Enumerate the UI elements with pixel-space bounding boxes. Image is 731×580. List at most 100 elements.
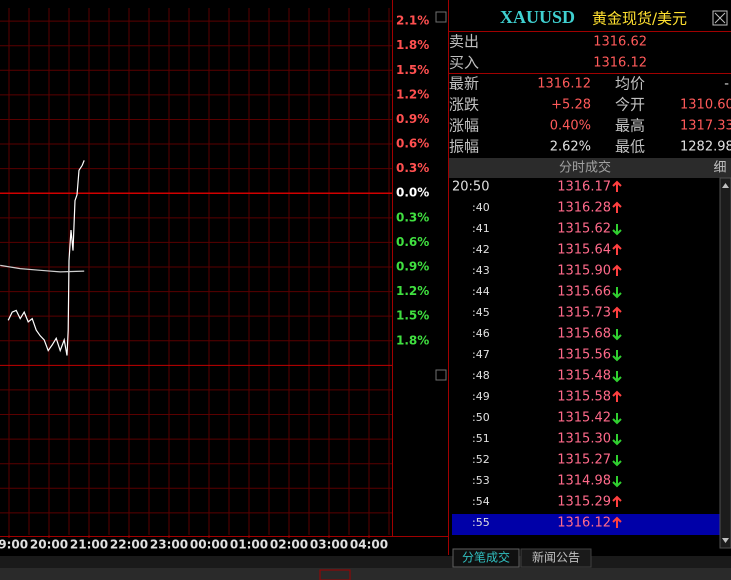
stat-label: 振幅 bbox=[449, 138, 479, 156]
trades-header bbox=[449, 158, 731, 178]
trade-time: :55 bbox=[472, 516, 490, 529]
arrow-up bbox=[612, 516, 622, 528]
stat-label: 今开 bbox=[615, 96, 645, 114]
trade-price: 1315.73 bbox=[557, 306, 611, 321]
scale-button[interactable] bbox=[435, 369, 447, 381]
tab[interactable] bbox=[520, 548, 592, 568]
tab-label: 分笔成交 bbox=[462, 550, 510, 565]
stat-value: - bbox=[724, 77, 729, 92]
scroll-marker bbox=[319, 569, 351, 580]
y-tick-label: 0.0% bbox=[396, 186, 429, 200]
ask-label: 卖出 bbox=[449, 33, 479, 51]
x-tick-label: 19:00 bbox=[0, 538, 28, 552]
trade-price: 1316.28 bbox=[557, 201, 611, 216]
trade-price: 1315.27 bbox=[557, 453, 611, 468]
y-tick-label: 0.9% bbox=[396, 259, 429, 273]
stat-value: 1282.98 bbox=[680, 140, 731, 155]
selected-row[interactable] bbox=[452, 514, 720, 535]
trade-price: 1316.17 bbox=[557, 180, 611, 195]
arrow-down bbox=[612, 413, 622, 425]
trade-time: 20:50 bbox=[452, 180, 489, 195]
trade-price: 1315.58 bbox=[557, 390, 611, 405]
y-tick-label: 0.3% bbox=[396, 161, 429, 175]
y-tick-label: 0.9% bbox=[396, 112, 429, 126]
stat-label: 最高 bbox=[615, 117, 645, 135]
trade-price: 1315.48 bbox=[557, 369, 611, 384]
x-tick-label: 20:00 bbox=[30, 538, 68, 552]
trade-price: 1315.62 bbox=[557, 222, 611, 237]
trade-time: :53 bbox=[472, 474, 490, 487]
trade-price: 1315.90 bbox=[557, 264, 611, 279]
y-tick-label: 1.5% bbox=[396, 309, 429, 323]
trade-time: :50 bbox=[472, 411, 490, 424]
stat-label: 均价 bbox=[615, 75, 645, 93]
stat-value: +5.28 bbox=[551, 98, 591, 113]
arrow-down bbox=[612, 371, 622, 383]
trade-price: 1315.56 bbox=[557, 348, 611, 363]
arrow-down bbox=[612, 434, 622, 446]
arrow-up bbox=[612, 180, 622, 192]
arrow-up bbox=[612, 390, 622, 402]
trade-price: 1315.29 bbox=[557, 495, 611, 510]
close-button[interactable] bbox=[712, 10, 728, 26]
trade-time: :54 bbox=[472, 495, 490, 508]
stat-label: 涨幅 bbox=[449, 117, 479, 135]
arrow-up bbox=[612, 306, 622, 318]
y-tick-label: 1.8% bbox=[396, 333, 429, 347]
arrow-down bbox=[612, 350, 622, 362]
scrollbar[interactable] bbox=[719, 177, 731, 549]
arrow-up bbox=[612, 495, 622, 507]
stat-value: 1317.33 bbox=[680, 119, 731, 134]
y-tick-label: 0.6% bbox=[396, 235, 429, 249]
stat-value: 1310.60 bbox=[680, 98, 731, 113]
trade-time: :52 bbox=[472, 453, 490, 466]
y-tick-label: 1.2% bbox=[396, 87, 429, 101]
trade-time: :41 bbox=[472, 222, 490, 235]
trade-price: 1316.12 bbox=[557, 516, 611, 531]
y-tick-label: 2.1% bbox=[396, 14, 429, 28]
x-tick-label: 00:00 bbox=[190, 538, 228, 552]
x-tick-label: 01:00 bbox=[230, 538, 268, 552]
y-tick-label: 0.6% bbox=[396, 137, 429, 151]
arrow-up bbox=[612, 264, 622, 276]
x-tick-label: 03:00 bbox=[310, 538, 348, 552]
y-tick-label: 0.3% bbox=[396, 210, 429, 224]
stat-label: 最低 bbox=[615, 138, 645, 156]
price-line bbox=[0, 264, 85, 273]
trade-time: :44 bbox=[472, 285, 490, 298]
x-tick-label: 04:00 bbox=[350, 538, 388, 552]
detail-button[interactable]: 细 bbox=[713, 161, 726, 176]
trade-time: :47 bbox=[472, 348, 490, 361]
symbol: XAUUSD bbox=[500, 7, 575, 27]
arrow-down bbox=[612, 287, 622, 299]
trade-time: :51 bbox=[472, 432, 490, 445]
arrow-down bbox=[612, 329, 622, 341]
stat-value: 1316.12 bbox=[537, 77, 591, 92]
symbol-name: 黄金现货/美元 bbox=[592, 10, 687, 28]
bid-value: 1316.12 bbox=[593, 56, 647, 71]
price-line bbox=[7, 160, 85, 356]
stat-value: 2.62% bbox=[550, 140, 591, 155]
scale-button[interactable] bbox=[435, 11, 447, 23]
arrow-down bbox=[612, 455, 622, 467]
trade-price: 1315.68 bbox=[557, 327, 611, 342]
trade-time: :48 bbox=[472, 369, 490, 382]
x-tick-label: 02:00 bbox=[270, 538, 308, 552]
trade-time: :43 bbox=[472, 264, 490, 277]
y-tick-label: 1.5% bbox=[396, 63, 429, 77]
trade-time: :42 bbox=[472, 243, 490, 256]
trades-title: 分时成交 bbox=[559, 160, 611, 176]
x-tick-label: 23:00 bbox=[150, 538, 188, 552]
stat-value: 0.40% bbox=[550, 119, 591, 134]
x-tick-label: 22:00 bbox=[110, 538, 148, 552]
trade-price: 1315.66 bbox=[557, 285, 611, 300]
tab-active[interactable] bbox=[452, 548, 520, 568]
y-tick-label: 1.2% bbox=[396, 284, 429, 298]
trade-time: :49 bbox=[472, 390, 490, 403]
bid-label: 买入 bbox=[449, 54, 479, 72]
trade-time: :40 bbox=[472, 201, 490, 214]
stat-label: 最新 bbox=[449, 75, 479, 93]
